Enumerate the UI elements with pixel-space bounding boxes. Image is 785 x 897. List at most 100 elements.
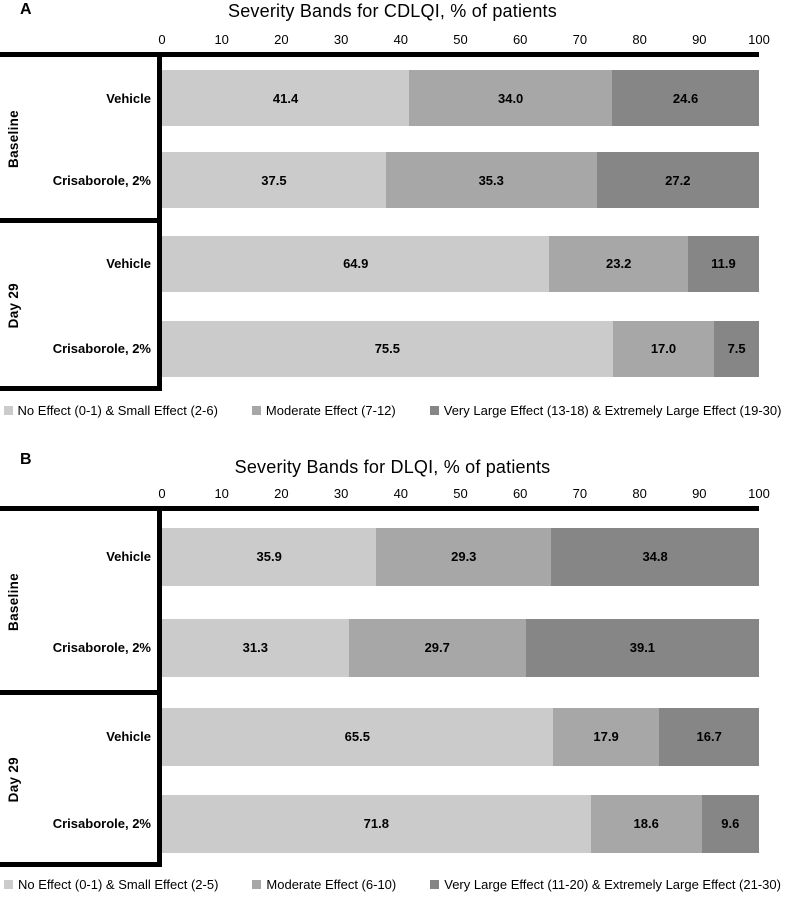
legend-swatch-no-effect-icon <box>4 880 14 889</box>
category-label: Vehicle <box>106 729 151 744</box>
bar-segment-no-effect: 65.5 <box>162 707 553 766</box>
plot-area: Baseline Vehicle 35.9 29.3 34.8 Crisabor… <box>0 506 759 867</box>
legend-item: No Effect (0-1) & Small Effect (2-6) <box>3 403 218 418</box>
stacked-bar: 71.8 18.6 9.6 <box>162 794 759 853</box>
x-axis-tick: 90 <box>692 32 707 47</box>
category-label: Crisaborole, 2% <box>52 640 151 655</box>
legend-swatch-moderate-icon <box>252 880 262 889</box>
bar-segment-moderate: 35.3 <box>385 152 597 208</box>
group-label: Day 29 <box>6 283 21 329</box>
legend-label: Very Large Effect (13-18) & Extremely La… <box>443 403 782 418</box>
bar-segment-no-effect: 37.5 <box>162 152 386 208</box>
x-axis-tick: 60 <box>512 486 528 501</box>
x-axis-tick: 100 <box>748 32 770 47</box>
legend-label: Moderate Effect (6-10) <box>266 877 397 892</box>
bar-segment-no-effect: 41.4 <box>162 70 410 126</box>
bar-segment-very-large: 27.2 <box>596 152 759 208</box>
legend: No Effect (0-1) & Small Effect (2-5) Mod… <box>0 877 785 892</box>
bar-segment-very-large: 7.5 <box>714 320 759 377</box>
y-axis-line <box>157 511 162 867</box>
group-label: Baseline <box>6 110 21 168</box>
x-axis-tick: 70 <box>572 32 588 47</box>
group-day-29: Day 29 Vehicle 65.5 17.9 16.7 Crisaborol… <box>0 693 759 867</box>
legend-item: Moderate Effect (7-12) <box>251 403 396 418</box>
bar-segment-very-large: 9.6 <box>701 794 759 853</box>
x-axis-tick: 70 <box>572 486 588 501</box>
panel-letter: A <box>20 1 32 18</box>
group-label-zone: Day 29 <box>6 221 21 391</box>
bar-segment-no-effect: 31.3 <box>162 618 349 677</box>
x-axis-tick: 80 <box>632 486 647 501</box>
legend-item: Very Large Effect (11-20) & Extremely La… <box>430 877 781 892</box>
bar-segment-no-effect: 35.9 <box>162 527 377 586</box>
bar-row: Crisaborole, 2% 37.5 35.3 27.2 <box>0 139 759 221</box>
stacked-bar: 64.9 23.2 11.9 <box>162 235 759 292</box>
bar-segment-moderate: 23.2 <box>549 235 688 292</box>
group-label-zone: Baseline <box>6 511 21 693</box>
category-label: Crisaborole, 2% <box>52 341 151 356</box>
bar-segment-very-large: 11.9 <box>687 235 759 292</box>
x-axis-tick: 30 <box>333 486 349 501</box>
legend-swatch-moderate-icon <box>251 406 261 415</box>
stacked-bar: 75.5 17.0 7.5 <box>162 320 759 377</box>
bar-row: Crisaborole, 2% 71.8 18.6 9.6 <box>0 780 759 867</box>
bar-row: Crisaborole, 2% 31.3 29.7 39.1 <box>0 602 759 693</box>
group-label: Baseline <box>6 573 21 631</box>
stacked-bar: 41.4 34.0 24.6 <box>162 70 759 126</box>
bar-row: Vehicle 64.9 23.2 11.9 <box>0 221 759 306</box>
x-axis-tick: 20 <box>274 32 289 47</box>
legend-item: No Effect (0-1) & Small Effect (2-5) <box>4 877 218 892</box>
x-axis-tick: 100 <box>748 486 770 501</box>
x-axis-tick: 0 <box>158 32 166 47</box>
group-label-zone: Day 29 <box>6 693 21 867</box>
legend-item: Moderate Effect (6-10) <box>252 877 396 892</box>
chart-title: Severity Bands for DLQI, % of patients <box>234 457 551 477</box>
group-baseline: Baseline Vehicle 41.4 34.0 24.6 Crisabor… <box>0 57 759 223</box>
bar-segment-very-large: 16.7 <box>659 707 759 766</box>
group-day-29: Day 29 Vehicle 64.9 23.2 11.9 Crisaborol… <box>0 221 759 391</box>
bar-row: Vehicle 35.9 29.3 34.8 <box>0 511 759 602</box>
bar-segment-very-large: 39.1 <box>525 618 759 677</box>
category-label: Vehicle <box>106 549 151 564</box>
category-label: Vehicle <box>106 256 151 271</box>
group-label-zone: Baseline <box>6 57 21 221</box>
legend-label: No Effect (0-1) & Small Effect (2-5) <box>18 877 219 892</box>
group-baseline: Baseline Vehicle 35.9 29.3 34.8 Crisabor… <box>0 511 759 695</box>
category-label: Crisaborole, 2% <box>52 816 151 831</box>
bar-segment-moderate: 17.9 <box>552 707 660 766</box>
legend-swatch-no-effect-icon <box>3 406 13 415</box>
bar-segment-moderate: 29.7 <box>348 618 526 677</box>
bar-segment-moderate: 34.0 <box>409 70 613 126</box>
x-axis-tick: 50 <box>453 486 468 501</box>
x-axis-tick: 10 <box>214 486 229 501</box>
stacked-bar: 65.5 17.9 16.7 <box>162 707 759 766</box>
group-label: Day 29 <box>6 757 21 803</box>
bar-segment-very-large: 24.6 <box>612 70 759 126</box>
x-axis: 0 10 20 30 40 50 60 70 80 90 100 <box>158 480 769 506</box>
plot-area: Baseline Vehicle 41.4 34.0 24.6 Crisabor… <box>0 52 759 391</box>
panel-dlqi: B Severity Bands for DLQI, % of patients… <box>0 448 785 892</box>
bar-row: Crisaborole, 2% 75.5 17.0 7.5 <box>0 306 759 391</box>
x-axis-tick: 0 <box>158 486 166 501</box>
bar-row: Vehicle 41.4 34.0 24.6 <box>0 57 759 139</box>
x-axis-tick: 60 <box>512 32 528 47</box>
legend-label: Very Large Effect (11-20) & Extremely La… <box>444 877 781 892</box>
bar-segment-very-large: 34.8 <box>551 527 759 586</box>
bar-segment-no-effect: 71.8 <box>162 794 591 853</box>
bar-segment-no-effect: 64.9 <box>162 235 550 292</box>
legend-label: Moderate Effect (7-12) <box>265 403 396 418</box>
bar-segment-moderate: 18.6 <box>590 794 702 853</box>
x-axis-tick: 50 <box>453 32 468 47</box>
x-axis-tick: 40 <box>393 32 409 47</box>
legend-item: Very Large Effect (13-18) & Extremely La… <box>429 403 782 418</box>
x-axis: 0 10 20 30 40 50 60 70 80 90 100 <box>158 26 769 52</box>
stacked-bar: 31.3 29.7 39.1 <box>162 618 759 677</box>
panel-b-header: B Severity Bands for DLQI, % of patients <box>0 448 785 480</box>
legend-label: No Effect (0-1) & Small Effect (2-6) <box>17 403 218 418</box>
y-axis-line <box>157 57 162 391</box>
stacked-bar: 35.9 29.3 34.8 <box>162 527 759 586</box>
bar-segment-no-effect: 75.5 <box>162 320 613 377</box>
x-axis-tick: 30 <box>333 32 349 47</box>
panel-letter: B <box>20 451 32 468</box>
x-axis-tick: 90 <box>692 486 707 501</box>
